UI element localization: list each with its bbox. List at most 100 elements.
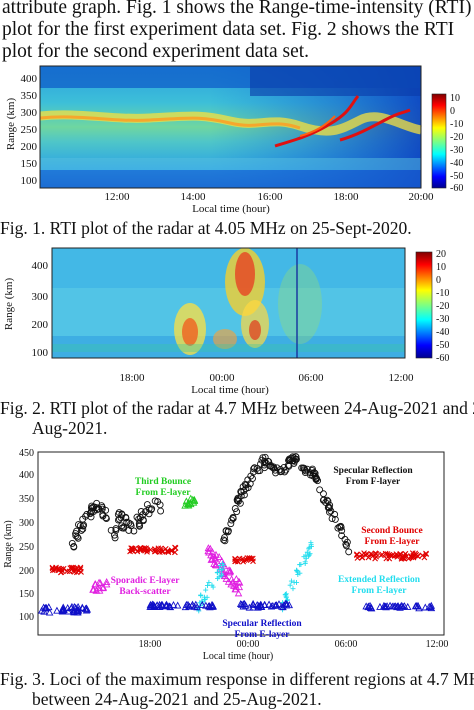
annot-sporadic: Back-scatter (119, 587, 171, 597)
scatter-mark (220, 536, 228, 544)
scatter-mark (366, 603, 375, 611)
scatter-mark (135, 515, 143, 523)
scatter-mark (380, 602, 389, 610)
scatter-mark (379, 551, 386, 558)
rti-plot-2 (51, 247, 406, 359)
scatter-mark (102, 580, 111, 588)
scatter-mark (99, 584, 107, 592)
fig1-cbar-tick: -20 (450, 132, 463, 143)
scatter-mark (74, 607, 82, 615)
scatter-mark (297, 562, 303, 568)
scatter-mark (273, 464, 281, 472)
fig1-ytick: 100 (21, 175, 38, 187)
scatter-mark (320, 490, 327, 498)
scatter-mark (127, 520, 135, 528)
scatter-mark (79, 525, 87, 533)
scatter-mark (331, 515, 339, 523)
scatter-mark (324, 504, 332, 512)
scatter-mark (225, 568, 234, 576)
fig3-ytick: 450 (19, 448, 34, 459)
scatter-mark (337, 523, 345, 531)
scatter-mark (215, 553, 223, 561)
fig2-caption: Fig. 2. RTI plot of the radar at 4.7 MHz… (0, 398, 474, 418)
scatter-mark (211, 560, 220, 568)
scatter-mark (386, 551, 393, 558)
fig3-xtick: 18:00 (139, 639, 162, 650)
scatter-mark (202, 596, 208, 602)
scatter-mark (229, 514, 237, 521)
scatter-mark (326, 508, 333, 516)
scatter-mark (210, 584, 216, 590)
scatter-mark (78, 526, 85, 534)
fig1-cbar-tick: -60 (450, 183, 463, 194)
scatter-mark (63, 603, 72, 611)
scatter-mark (249, 600, 257, 608)
scatter-mark (216, 574, 222, 580)
scatter-mark (73, 527, 80, 535)
scatter-mark (78, 604, 87, 612)
scatter-mark (206, 544, 215, 552)
fig1-xtick: 18:00 (333, 191, 359, 203)
fig1-ytick: 200 (21, 141, 38, 153)
scatter-mark (71, 565, 78, 572)
scatter-mark (216, 567, 222, 573)
scatter-mark (120, 524, 128, 532)
scatter-mark (73, 569, 80, 576)
scatter-mark (267, 461, 275, 469)
scatter-mark (123, 518, 131, 526)
scatter-mark (256, 600, 265, 608)
scatter-mark (232, 574, 241, 582)
scatter-mark (325, 503, 333, 511)
fig2-ytick: 200 (32, 319, 49, 331)
scatter-mark (184, 501, 193, 509)
intro-line-1: attribute graph. Fig. 1 shows the Range-… (2, 0, 472, 18)
fig1-xtick: 14:00 (180, 191, 206, 203)
scatter-mark (233, 508, 241, 516)
scatter-mark (303, 465, 311, 473)
scatter-mark (145, 505, 153, 513)
scatter-mark (210, 559, 218, 567)
scatter-mark (283, 592, 289, 598)
scatter-mark (272, 601, 281, 609)
fig1-xlabel: Local time (hour) (192, 203, 270, 215)
scatter-mark (112, 527, 120, 534)
scatter-mark (91, 580, 99, 588)
fig2-cbar-tick: 20 (436, 249, 446, 260)
annot-third-bounce: From E-layer (136, 488, 192, 498)
scatter-mark (259, 454, 267, 462)
fig2-cbar-tick: -30 (436, 314, 449, 325)
rti-plot-1 (39, 65, 423, 189)
fig3-ytick: 250 (19, 542, 34, 553)
scatter-mark (249, 599, 257, 607)
fig2-xtick: 00:00 (209, 372, 235, 384)
fig2-cbar-tick: 0 (436, 275, 441, 286)
fig3-caption: Fig. 3. Loci of the maximum response in … (0, 669, 474, 689)
scatter-mark (288, 578, 294, 584)
fig1-xtick: 16:00 (257, 191, 283, 203)
scatter-mark (244, 555, 251, 561)
fig2-ytick: 100 (32, 347, 49, 359)
scatter-mark (95, 505, 103, 513)
scatter-mark (250, 465, 258, 473)
fig1-xtick: 12:00 (104, 191, 130, 203)
annot-third-bounce: Third Bounce (135, 477, 191, 487)
scatter-mark (59, 568, 66, 574)
fig1-caption: Fig. 1. RTI plot of the radar at 4.05 MH… (0, 218, 412, 238)
scatter-mark (148, 505, 156, 513)
fig1-ytick: 250 (21, 124, 38, 136)
scatter-mark (165, 602, 173, 610)
scatter-mark (111, 534, 119, 542)
scatter-mark (196, 608, 202, 614)
annot-specular-e: Specular Reflection (222, 619, 302, 629)
scatter-mark (239, 600, 248, 608)
scatter-mark (376, 602, 384, 610)
scatter-mark (309, 469, 317, 477)
scatter-mark (72, 532, 80, 540)
scatter-mark (204, 583, 210, 589)
scatter-mark (209, 552, 217, 560)
scatter-mark (235, 495, 243, 503)
fig2-xlabel: Local time (hour) (191, 384, 269, 396)
scatter-mark (115, 515, 123, 523)
scatter-mark (267, 602, 276, 610)
scatter-mark (285, 455, 293, 463)
